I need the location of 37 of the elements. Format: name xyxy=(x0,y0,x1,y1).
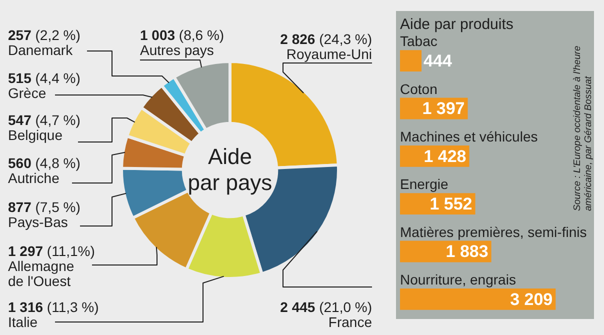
y-tick-label: Energie xyxy=(400,176,448,192)
data-label: 1 883 xyxy=(446,242,488,262)
slice-label: Grèce xyxy=(8,85,46,101)
data-label: 1 397 xyxy=(422,99,465,118)
slice-label: Italie xyxy=(8,314,38,330)
source-note: Source : L'Europe occidentale à l'heure américaine, par Gérard Bossuat xyxy=(572,44,595,211)
data-label: 547 (4,7 %) xyxy=(8,112,80,128)
data-label: 1 003 (8,6 %) xyxy=(140,27,224,43)
data-label: 1 428 xyxy=(424,146,466,166)
bar xyxy=(400,288,556,310)
data-label: 1 552 xyxy=(430,194,472,214)
slice-label: Autriche xyxy=(8,170,60,186)
bar xyxy=(400,50,422,72)
slice-label: Belgique xyxy=(8,127,63,143)
slice-label: Danemark xyxy=(8,42,74,58)
y-tick-label: Nourriture, engrais xyxy=(400,271,516,288)
data-label: 877 (7,5 %) xyxy=(8,199,80,215)
data-label: 1 316 (11,3 %) xyxy=(8,299,99,315)
data-label: 2 826 (24,3 %) xyxy=(280,31,372,47)
slice-label: Allemagne de l'Ouest xyxy=(8,258,74,289)
data-label: 3 209 xyxy=(510,290,553,309)
text: Aide par pays xyxy=(186,144,274,196)
slice-label: Royaume-Uni xyxy=(286,46,372,62)
y-tick-label: Tabac xyxy=(400,33,438,50)
y-tick-label: Coton xyxy=(400,80,438,97)
data-label: 560 (4,8 %) xyxy=(8,155,80,171)
y-tick-label: Machines et véhicules xyxy=(400,128,538,144)
slice-label: Autres pays xyxy=(140,42,214,58)
data-label: 2 445 (21,0 %) xyxy=(280,299,372,315)
chart-title: Aide par produits xyxy=(400,16,514,33)
slice-label: Pays-Bas xyxy=(8,214,68,230)
y-tick-label: Matières premières, semi-finis xyxy=(400,224,587,240)
data-label: 444 xyxy=(424,52,452,71)
data-label: 1 297 (11,1%) xyxy=(8,243,95,259)
data-label: 257 (2,2 %) xyxy=(8,27,80,43)
slice-label: France xyxy=(328,314,372,330)
data-label: 515 (4,4 %) xyxy=(8,70,80,86)
